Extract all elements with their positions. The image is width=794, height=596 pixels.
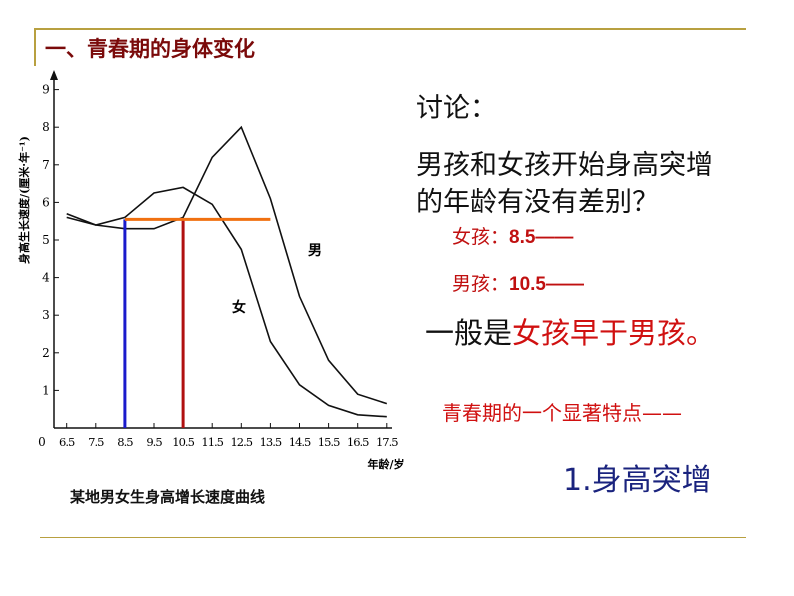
boy-answer: 男孩：10.5——	[452, 269, 584, 296]
y-tick-label: 6	[42, 195, 50, 209]
series-line-girl	[66, 186, 387, 418]
feature-1: 1.身高突增	[563, 463, 712, 498]
x-tick-label: 8.5	[117, 435, 133, 449]
slide-title: 一、青春期的身体变化	[45, 36, 255, 61]
chart-caption: 某地男女生身高增长速度曲线	[70, 488, 266, 506]
conclusion-prefix: 一般是	[425, 316, 513, 350]
girl-value: 8.5——	[509, 227, 574, 248]
x-tick-label: 9.5	[146, 435, 162, 449]
y-tick-label: 5	[42, 233, 50, 247]
bottom-rule	[40, 537, 746, 538]
x-tick-label: 16.5	[347, 435, 369, 449]
y-tick-label: 3	[42, 308, 50, 322]
x-tick-label: 13.5	[260, 435, 282, 449]
y-tick-label: 7	[42, 158, 50, 172]
y-tick-label: 1	[42, 383, 50, 397]
y-tick-label: 2	[42, 346, 50, 360]
x-tick-label: 14.5	[289, 435, 311, 449]
y-axis-arrow	[50, 70, 58, 80]
boy-label: 男孩：	[452, 273, 510, 295]
y-tick-label: 8	[42, 120, 50, 134]
y-tick-label: 9	[42, 83, 50, 97]
x-tick-label: 11.5	[201, 435, 223, 449]
y-tick-label: 4	[42, 271, 50, 285]
series-label-boy: 男	[308, 243, 322, 259]
x-axis-label: 年龄/岁	[367, 457, 404, 471]
x-tick-label: 6.5	[59, 435, 75, 449]
boy-value: 10.5——	[509, 274, 584, 295]
left-rule	[34, 28, 36, 66]
girl-label: 女孩：	[452, 226, 510, 248]
series-label-girl: 女	[232, 299, 246, 316]
origin-label: 0	[38, 435, 46, 449]
question-line-2: 的年龄有没有差别？	[416, 187, 659, 218]
x-tick-label: 10.5	[172, 435, 194, 449]
top-rule	[34, 28, 746, 30]
girl-answer: 女孩：8.5——	[452, 222, 573, 249]
y-axis-label: 身高生长速度/(厘米·年⁻¹)	[17, 136, 31, 264]
conclusion-highlight: 女孩早于男孩。	[512, 316, 716, 350]
question-line-1: 男孩和女孩开始身高突增	[416, 150, 713, 181]
x-tick-label: 12.5	[230, 435, 252, 449]
x-tick-label: 17.5	[376, 435, 398, 449]
x-tick-label: 15.5	[318, 435, 340, 449]
conclusion: 一般是女孩早于男孩。	[425, 310, 715, 352]
feature-intro: 青春期的一个显著特点——	[442, 401, 682, 425]
discussion-heading: 讨论：	[416, 93, 497, 124]
x-tick-label: 7.5	[88, 435, 104, 449]
series-line-boy	[66, 125, 388, 405]
